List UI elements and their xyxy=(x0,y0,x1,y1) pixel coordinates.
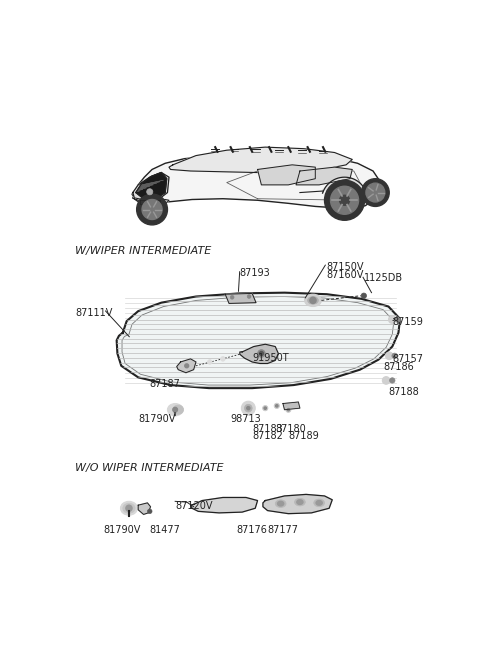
Polygon shape xyxy=(283,402,300,409)
Ellipse shape xyxy=(304,294,322,307)
Text: 98713: 98713 xyxy=(230,413,261,424)
Circle shape xyxy=(388,316,396,324)
Circle shape xyxy=(241,402,255,415)
Polygon shape xyxy=(240,345,278,364)
Text: 87111V: 87111V xyxy=(75,308,112,318)
Text: 87182: 87182 xyxy=(252,431,283,441)
Polygon shape xyxy=(136,172,167,200)
Polygon shape xyxy=(117,293,400,388)
Circle shape xyxy=(260,352,264,356)
Text: 91950T: 91950T xyxy=(252,353,289,363)
Polygon shape xyxy=(177,359,196,373)
Text: W/O WIPER INTERMEDIATE: W/O WIPER INTERMEDIATE xyxy=(75,463,224,474)
Text: 87189: 87189 xyxy=(288,431,319,441)
Circle shape xyxy=(185,364,189,367)
Polygon shape xyxy=(296,167,352,185)
Circle shape xyxy=(142,200,162,219)
Text: 81477: 81477 xyxy=(150,525,180,535)
Polygon shape xyxy=(132,153,381,208)
Circle shape xyxy=(390,378,395,383)
Circle shape xyxy=(382,377,390,384)
Circle shape xyxy=(331,186,359,214)
Circle shape xyxy=(324,180,365,220)
Ellipse shape xyxy=(120,501,137,515)
Ellipse shape xyxy=(275,500,286,508)
Text: 87150V: 87150V xyxy=(327,262,364,272)
Text: 81790V: 81790V xyxy=(104,525,141,535)
Circle shape xyxy=(366,183,385,202)
Circle shape xyxy=(244,404,252,412)
Circle shape xyxy=(137,194,168,225)
Text: 1125DB: 1125DB xyxy=(364,273,403,284)
Circle shape xyxy=(361,293,367,299)
Circle shape xyxy=(287,409,289,411)
Circle shape xyxy=(274,403,279,409)
Circle shape xyxy=(361,179,389,206)
Text: 87177: 87177 xyxy=(267,525,299,535)
Text: 87120V: 87120V xyxy=(175,500,213,510)
Circle shape xyxy=(221,356,225,361)
Ellipse shape xyxy=(314,499,324,507)
Circle shape xyxy=(264,407,266,409)
Circle shape xyxy=(263,405,268,411)
Text: 87180: 87180 xyxy=(275,424,306,434)
Circle shape xyxy=(247,295,251,299)
Polygon shape xyxy=(263,495,332,514)
Polygon shape xyxy=(133,198,169,204)
Text: 87159: 87159 xyxy=(392,317,423,328)
Polygon shape xyxy=(117,293,400,388)
Polygon shape xyxy=(140,200,160,204)
Polygon shape xyxy=(138,503,151,514)
Ellipse shape xyxy=(168,403,183,416)
Ellipse shape xyxy=(123,503,135,514)
Ellipse shape xyxy=(295,498,305,506)
Ellipse shape xyxy=(316,500,322,505)
Circle shape xyxy=(276,405,278,407)
Polygon shape xyxy=(191,498,258,513)
Polygon shape xyxy=(225,293,256,303)
Text: 87157: 87157 xyxy=(392,354,423,364)
Circle shape xyxy=(339,195,349,205)
Ellipse shape xyxy=(297,500,303,504)
Text: 87188: 87188 xyxy=(388,386,419,396)
Text: 81790V: 81790V xyxy=(138,413,176,424)
Text: 87183: 87183 xyxy=(252,424,283,434)
Text: 87176: 87176 xyxy=(237,525,268,535)
Text: 87187: 87187 xyxy=(150,379,180,389)
Circle shape xyxy=(230,295,234,299)
Circle shape xyxy=(310,297,316,303)
Circle shape xyxy=(247,407,250,409)
Polygon shape xyxy=(258,165,315,185)
Circle shape xyxy=(385,352,393,360)
Circle shape xyxy=(147,189,153,195)
Text: 87160V: 87160V xyxy=(327,270,364,280)
Polygon shape xyxy=(117,293,400,388)
Circle shape xyxy=(286,407,291,413)
Circle shape xyxy=(173,407,178,412)
Text: 87193: 87193 xyxy=(240,268,271,278)
Text: W/WIPER INTERMEDIATE: W/WIPER INTERMEDIATE xyxy=(75,246,211,256)
Polygon shape xyxy=(133,172,169,200)
Circle shape xyxy=(395,317,400,322)
Ellipse shape xyxy=(277,501,284,506)
Circle shape xyxy=(207,360,212,364)
Polygon shape xyxy=(169,147,352,172)
Ellipse shape xyxy=(173,405,184,415)
Circle shape xyxy=(126,505,132,512)
Circle shape xyxy=(258,350,265,358)
Circle shape xyxy=(392,353,397,358)
Polygon shape xyxy=(323,177,368,200)
Circle shape xyxy=(147,509,152,514)
Ellipse shape xyxy=(308,297,318,304)
Text: 87186: 87186 xyxy=(383,362,414,372)
